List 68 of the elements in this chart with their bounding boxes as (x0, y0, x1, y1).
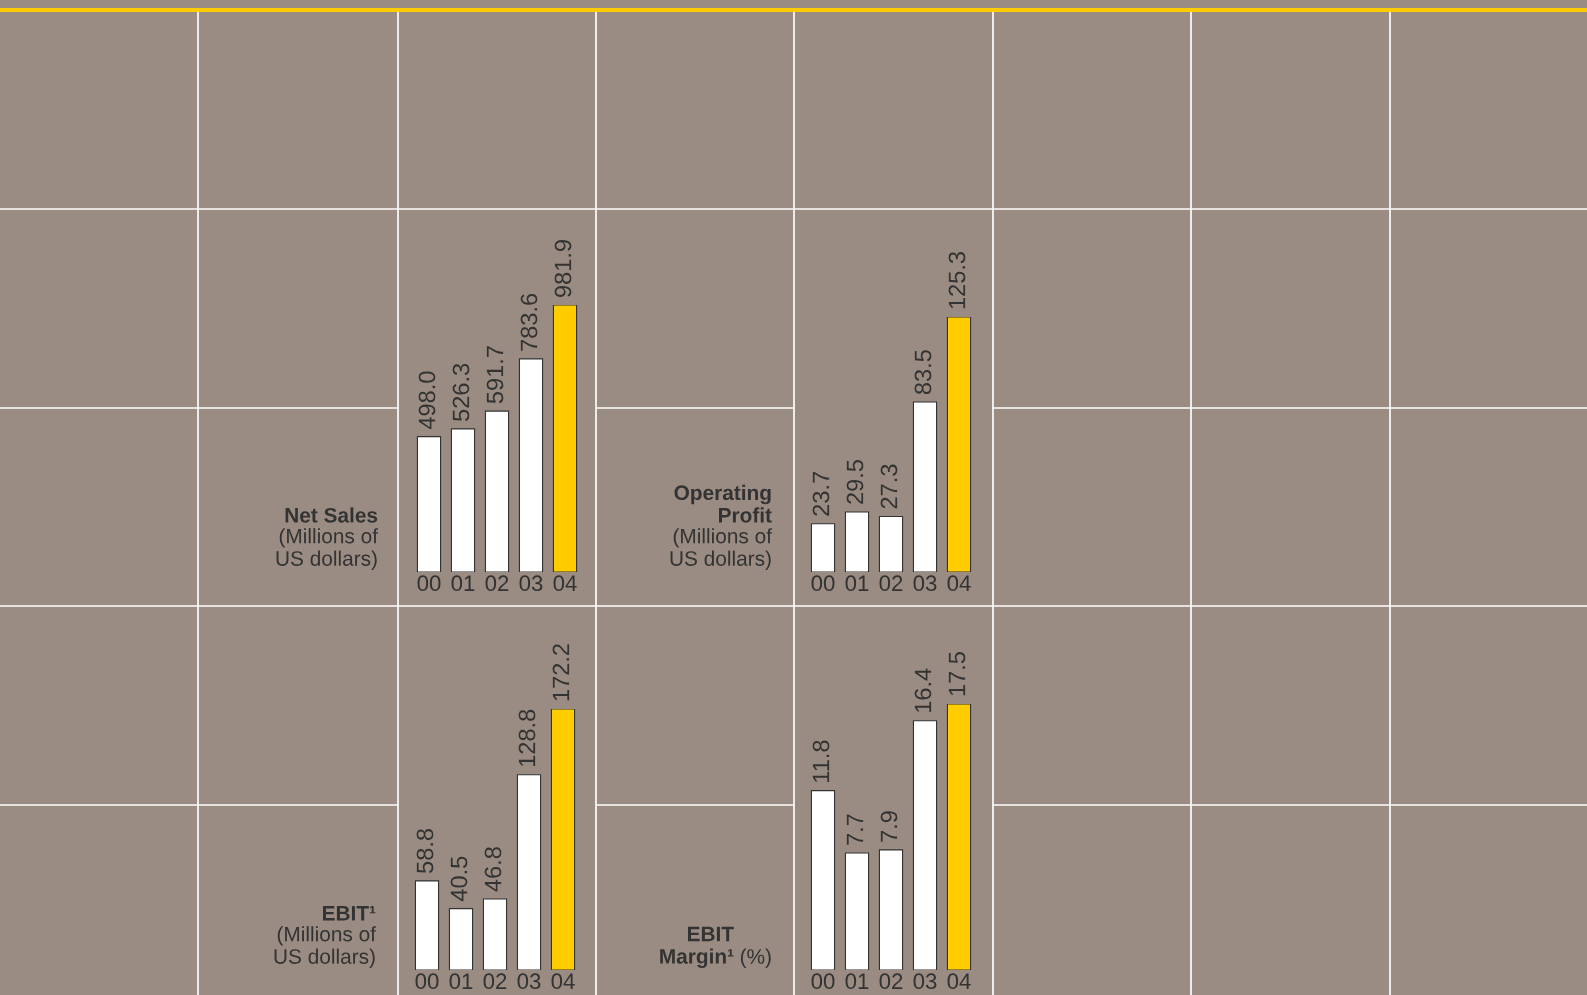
x-tick-label: 00 (417, 575, 441, 592)
data-label: 46.8 (484, 847, 502, 892)
text: EBIT Margin¹ (660, 926, 734, 968)
x-tick-label: 01 (451, 575, 475, 592)
x-tick-label: 04 (553, 575, 577, 592)
bar (484, 410, 510, 572)
text: (Millions of US dollars) (276, 528, 379, 570)
x-tick-label: 03 (517, 973, 541, 990)
data-label: 591.7 (486, 346, 504, 404)
x-tick-label: 00 (811, 575, 835, 592)
x-tick-label: 00 (415, 973, 439, 990)
data-label: 23.7 (812, 472, 830, 516)
bar (416, 436, 442, 572)
x-tick-label: 03 (913, 973, 937, 990)
data-label: 498.0 (418, 371, 436, 430)
bar (552, 305, 578, 572)
x-tick-label: 03 (913, 575, 937, 592)
bar (810, 523, 836, 572)
data-label: 981.9 (554, 240, 572, 297)
x-tick-label: 04 (551, 973, 575, 990)
bar (912, 401, 938, 572)
x-tick-label: 02 (485, 575, 509, 592)
bar (550, 709, 576, 970)
text: (Millions of US dollars) (274, 926, 377, 968)
x-tick-label: 02 (879, 973, 903, 990)
data-label: 17.5 (948, 652, 966, 696)
text: Operating Profit (674, 484, 772, 523)
data-label: 11.8 (812, 740, 830, 782)
text: EBIT¹ (323, 906, 376, 921)
bar (516, 774, 542, 970)
x-tick-label: 04 (947, 575, 971, 592)
bar (448, 908, 474, 970)
x-tick-label: 00 (811, 973, 835, 990)
x-tick-label: 03 (519, 575, 543, 592)
bar (946, 704, 972, 970)
bar (844, 852, 870, 970)
x-tick-label: 01 (449, 973, 473, 990)
data-label: 526.3 (452, 363, 470, 421)
x-tick-label: 04 (947, 973, 971, 990)
bar (518, 358, 544, 572)
text: Net Sales (285, 507, 378, 523)
bar (482, 898, 508, 970)
data-label: 16.4 (914, 668, 932, 712)
bar (810, 790, 836, 970)
text: (Millions of US dollars) (670, 528, 773, 570)
x-tick-label: 02 (483, 973, 507, 990)
data-label: 58.8 (416, 829, 434, 873)
data-label: 7.7 (846, 814, 864, 845)
data-label: 172.2 (552, 644, 570, 701)
bar (878, 849, 904, 970)
bar (946, 317, 972, 572)
bar (912, 720, 938, 970)
bar (878, 515, 904, 572)
bar (844, 511, 870, 572)
bar (414, 880, 440, 970)
data-label: 125.3 (948, 252, 966, 309)
text: (%) (740, 948, 771, 968)
data-label: 783.6 (520, 293, 538, 351)
x-tick-label: 01 (845, 973, 869, 990)
x-tick-label: 02 (879, 575, 903, 592)
bar (450, 428, 476, 572)
data-label: 7.9 (880, 811, 898, 842)
x-tick-label: 01 (845, 575, 869, 592)
data-label: 40.5 (450, 856, 468, 902)
data-label: 27.3 (880, 464, 898, 509)
data-label: 29.5 (846, 460, 864, 504)
data-label: 83.5 (914, 350, 932, 395)
data-label: 128.8 (518, 709, 536, 767)
